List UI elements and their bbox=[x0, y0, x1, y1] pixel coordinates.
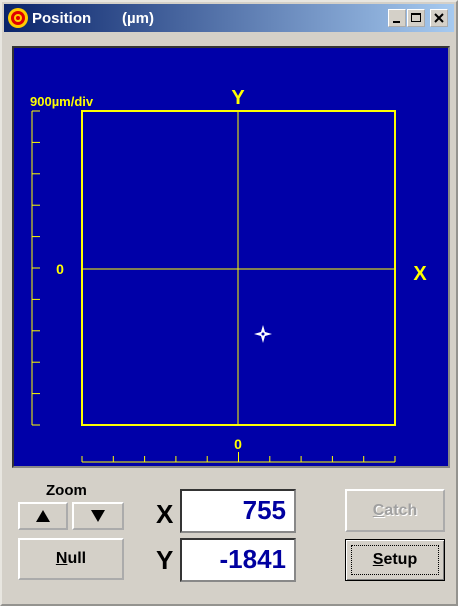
y-zero-label: 0 bbox=[56, 261, 64, 277]
minimize-button[interactable] bbox=[388, 9, 406, 27]
setup-button[interactable]: Setup bbox=[345, 539, 445, 581]
null-text: Null bbox=[55, 550, 87, 567]
zoom-in-button[interactable] bbox=[18, 502, 68, 530]
bottom-ruler bbox=[81, 452, 396, 463]
position-marker bbox=[254, 325, 272, 343]
y-axis-title: Y bbox=[231, 87, 245, 109]
position-plot: 900µm/div Y X 0 0 bbox=[12, 46, 450, 468]
app-icon bbox=[8, 8, 28, 28]
zoom-out-button[interactable] bbox=[72, 502, 124, 530]
x-axis-title: X bbox=[413, 263, 427, 285]
close-button[interactable] bbox=[430, 9, 448, 27]
x-zero-label: 0 bbox=[234, 436, 242, 452]
setup-text: Setup bbox=[372, 551, 418, 568]
y-label: Y bbox=[156, 545, 174, 575]
window-title: Position bbox=[32, 10, 92, 27]
zoom-label: Zoom bbox=[46, 482, 87, 499]
scale-label: 900µm/div bbox=[30, 94, 94, 109]
y-value: -1841 bbox=[180, 538, 296, 582]
maximize-button[interactable] bbox=[407, 9, 425, 27]
left-ruler bbox=[31, 110, 40, 426]
x-value: 755 bbox=[180, 489, 296, 533]
x-label: X bbox=[156, 499, 174, 529]
window-unit: (µm) bbox=[122, 10, 154, 27]
null-button[interactable]: Null bbox=[18, 538, 124, 580]
catch-text: Catch bbox=[372, 501, 418, 519]
focus-rect bbox=[351, 545, 439, 575]
title-bar: Position (µm) bbox=[4, 4, 454, 32]
catch-button[interactable]: Catch bbox=[345, 489, 445, 532]
